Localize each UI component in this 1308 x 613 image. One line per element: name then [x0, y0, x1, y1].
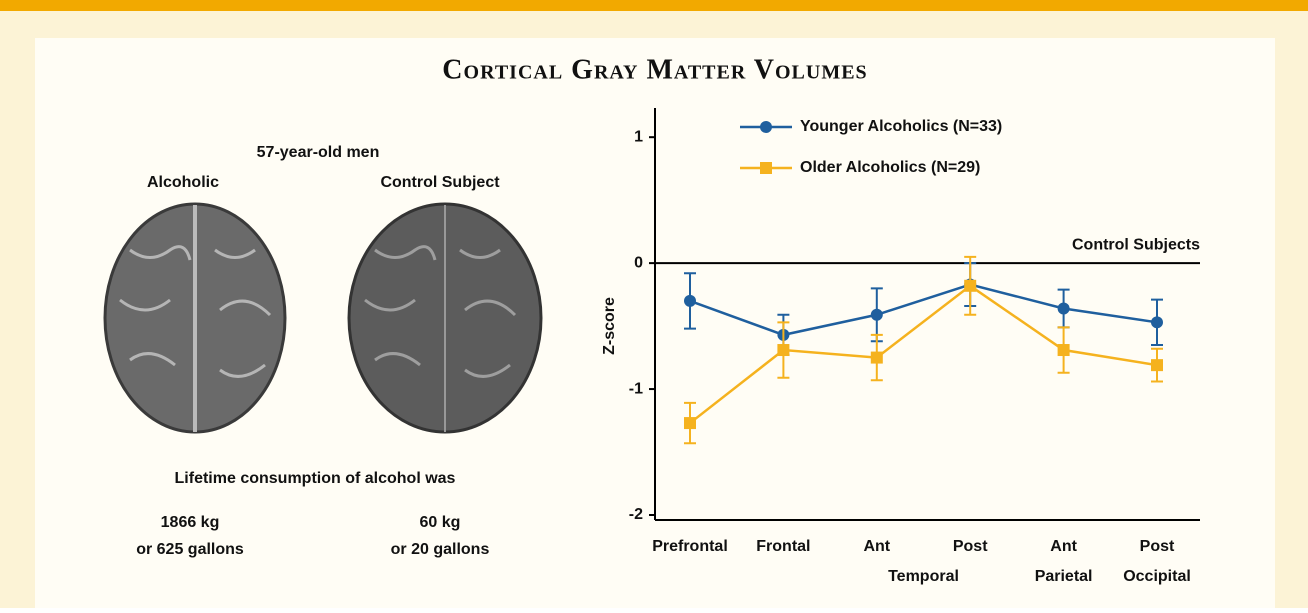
marker: [1151, 316, 1163, 328]
page: Cortical Gray Matter Volumes 57-year-old…: [0, 0, 1308, 613]
marker: [871, 309, 883, 321]
x-tick-label: Post: [1140, 538, 1175, 555]
x-tick-label: Ant: [1050, 538, 1077, 555]
amount: 60 kg: [420, 514, 461, 531]
x-tick-label: Frontal: [756, 538, 810, 555]
legend-label: Younger Alcoholics (N=33): [800, 118, 1002, 135]
amount: or 20 gallons: [391, 541, 490, 558]
y-axis-label: Z-score: [601, 297, 618, 355]
amount: 1866 kg: [161, 514, 220, 531]
y-tick-label: -1: [629, 380, 643, 397]
brain-alcoholic: [105, 204, 285, 432]
legend-marker: [760, 162, 772, 174]
marker: [684, 295, 696, 307]
marker: [1151, 359, 1163, 371]
subject-label: 57-year-old men: [257, 144, 380, 161]
legend-label: Older Alcoholics (N=29): [800, 159, 980, 176]
marker: [1058, 344, 1070, 356]
x-group-label: Parietal: [1035, 568, 1093, 585]
marker: [871, 352, 883, 364]
x-group-label: Occipital: [1123, 568, 1191, 585]
legend-marker: [760, 121, 772, 133]
x-tick-label: Ant: [863, 538, 890, 555]
marker: [1058, 302, 1070, 314]
figure: Cortical Gray Matter Volumes 57-year-old…: [0, 0, 1308, 608]
x-tick-label: Prefrontal: [652, 538, 728, 555]
y-tick-label: 1: [634, 128, 643, 145]
marker: [777, 344, 789, 356]
y-tick-label: 0: [634, 254, 643, 271]
marker: [964, 280, 976, 292]
x-group-label: Temporal: [888, 568, 959, 585]
top-border: [0, 0, 1308, 11]
amount: or 625 gallons: [136, 541, 244, 558]
x-tick-label: Post: [953, 538, 988, 555]
alcoholic-label: Alcoholic: [147, 174, 219, 191]
y-tick-label: -2: [629, 506, 643, 523]
control-label: Control Subject: [380, 174, 500, 191]
brain-control: [349, 204, 541, 432]
reference-label: Control Subjects: [1072, 236, 1200, 253]
chart-title: Cortical Gray Matter Volumes: [442, 54, 867, 85]
consumption-heading: Lifetime consumption of alcohol was: [175, 470, 456, 487]
marker: [684, 417, 696, 429]
